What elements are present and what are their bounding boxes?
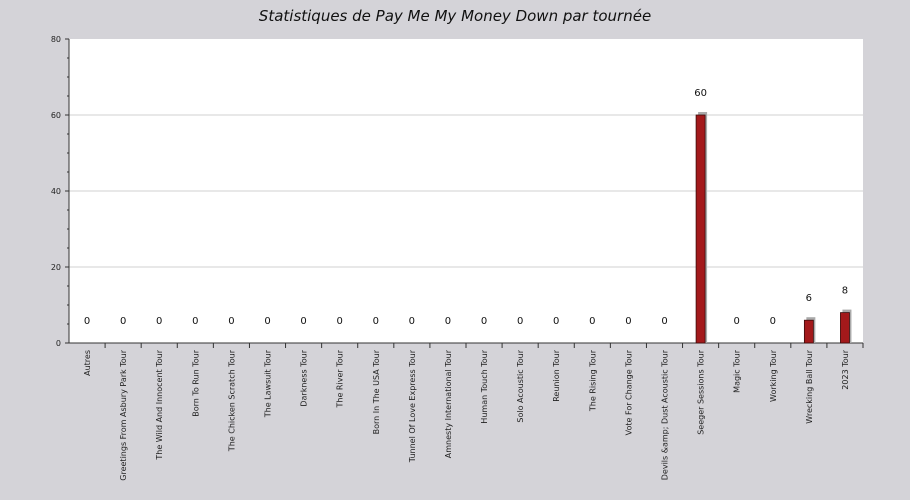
y-axis: 0 20 40 60 80 (51, 35, 70, 348)
bar (803, 319, 814, 344)
data-label: 8 (842, 286, 848, 297)
x-tick-label: The Lawsuit Tour (264, 349, 273, 418)
x-tick-label: Autres (83, 350, 92, 376)
x-tick-label: Darkness Tour (300, 349, 309, 406)
data-label: 0 (192, 316, 198, 327)
data-label: 6 (806, 293, 812, 304)
x-tick-label: Reunion Tour (552, 349, 561, 401)
data-label: 0 (517, 316, 523, 327)
data-label: 0 (553, 316, 559, 327)
data-label: 0 (445, 316, 451, 327)
data-label: 0 (589, 316, 595, 327)
data-label: 0 (409, 316, 415, 327)
x-tick-label: Greetings From Asbury Park Tour (119, 349, 128, 480)
x-tick-label: Tunnel Of Love Express Tour (408, 349, 417, 463)
x-tick-label: Seeger Sessions Tour (697, 349, 706, 434)
x-tick-label: The Rising Tour (588, 349, 597, 412)
data-label: 0 (661, 316, 667, 327)
x-tick-label: Amnesty International Tour (444, 349, 453, 458)
data-label: 0 (336, 316, 342, 327)
x-tick-label: 2023 Tour (841, 349, 850, 389)
data-label: 0 (156, 316, 162, 327)
bar (840, 312, 850, 344)
data-labels: 0 0 0 0 0 0 0 0 0 0 0 0 0 0 0 0 0 60 0 0 6 8 (84, 88, 848, 327)
data-label: 0 (733, 316, 739, 327)
data-label: 0 (770, 316, 776, 327)
x-tick-label: Devils &amp; Dust Acoustic Tour (661, 349, 670, 480)
y-tick-label: 20 (51, 263, 61, 272)
y-tick-label: 80 (51, 35, 61, 44)
x-tick-label: Born To Run Tour (191, 349, 200, 416)
data-label: 0 (264, 316, 270, 327)
y-tick-label: 40 (51, 187, 61, 196)
gridlines (69, 114, 863, 268)
data-label: 0 (373, 316, 379, 327)
chart-title: Statistiques de Pay Me My Money Down par… (259, 7, 651, 25)
data-label: 0 (481, 316, 487, 327)
data-label: 60 (694, 88, 707, 99)
x-tick-label: The Chicken Scratch Tour (227, 349, 236, 452)
data-label: 0 (625, 316, 631, 327)
bar (695, 114, 706, 344)
x-axis: Autres Greetings From Asbury Park Tour The… (69, 342, 864, 481)
x-tick-label: Born In The USA Tour (372, 349, 381, 434)
x-tick-label: The Wild And Innocent Tour (155, 349, 164, 460)
bars (695, 112, 852, 344)
x-tick-label: Magic Tour (733, 349, 742, 393)
x-tick-label: The River Tour (336, 349, 345, 408)
x-tick-label: Wrecking Ball Tour (805, 349, 814, 423)
data-label: 0 (228, 316, 234, 327)
x-tick-label: Human Touch Tour (480, 349, 489, 423)
y-tick-label: 0 (56, 339, 61, 348)
data-label: 0 (120, 316, 126, 327)
y-tick-label: 60 (51, 111, 61, 120)
data-label: 0 (300, 316, 306, 327)
data-label: 0 (84, 316, 90, 327)
x-tick-label: Solo Acoustic Tour (516, 349, 525, 422)
x-tick-label: Vote For Change Tour (624, 349, 633, 435)
x-tick-label: Working Tour (769, 349, 778, 402)
